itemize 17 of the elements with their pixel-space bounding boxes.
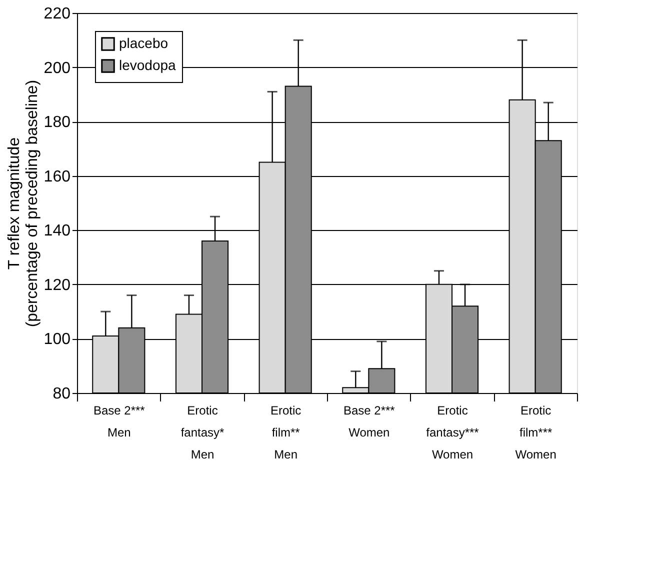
- y-tick-label: 220: [44, 6, 71, 22]
- x-tick-label: Base 2*** Women: [343, 404, 396, 440]
- y-tick-label: 80: [52, 386, 71, 402]
- y-tick-label: 180: [44, 114, 71, 132]
- x-tick-label: Erotic fantasy* Men: [180, 404, 225, 462]
- legend-label: placebo: [119, 35, 168, 51]
- y-tick-label: 160: [44, 168, 71, 186]
- y-tick-label: 120: [44, 276, 71, 294]
- x-tick-label: Erotic fantasy*** Women: [426, 404, 480, 462]
- y-tick-label: 200: [44, 60, 71, 77]
- x-tick-label: Base 2*** Men: [93, 404, 146, 440]
- x-tick-label: Erotic film** Men: [270, 404, 302, 462]
- legend-label: levodopa: [119, 57, 176, 73]
- y-tick-label: 140: [44, 222, 71, 240]
- y-tick-label: 100: [44, 331, 71, 348]
- y-axis-title: T reflex magnitude (percentage of preceding baseline): [6, 80, 41, 328]
- x-tick-label: Erotic film*** Women: [515, 404, 556, 462]
